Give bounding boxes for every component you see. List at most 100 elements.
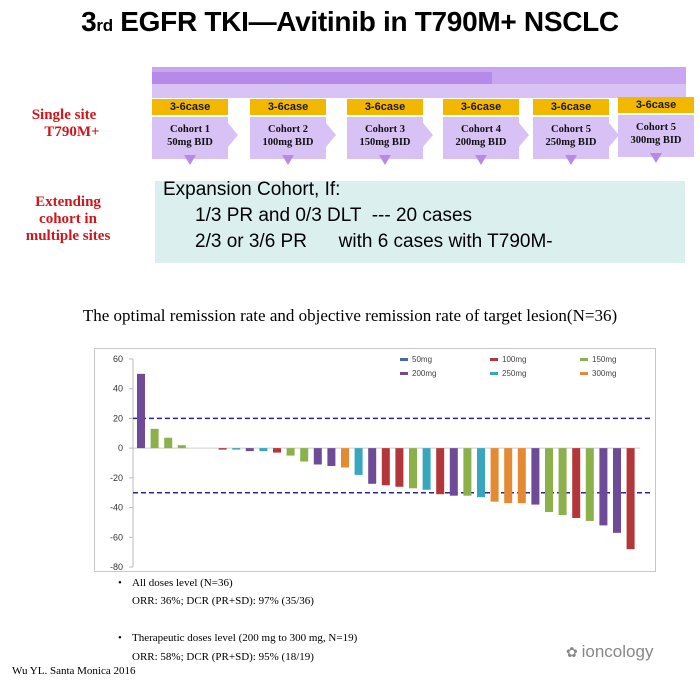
legend-swatch [580,372,588,375]
cohort-box: Cohort 5 300mg BID [618,115,694,157]
arrow-right-icon [228,123,238,147]
y-tick-label: 20 [113,413,123,423]
arrow-right-icon [423,123,433,147]
title-number: 3 [81,6,97,37]
single-site-label: Single site T790M+ [8,107,120,141]
cohort-band-highlight [152,72,492,84]
waterfall-bar [490,448,499,502]
waterfall-bar [177,445,186,449]
waterfall-bar [572,448,581,518]
chart-title: The optimal remission rate and objective… [82,306,618,325]
therapeutic-values: ORR: 58%; DCR (PR+SD): 95% (18/19) [132,651,314,663]
cohort-case-tag: 3-6case [443,99,519,115]
cohort-dose: 300mg BID [630,135,682,146]
y-tick-label: 60 [113,354,123,364]
waterfall-bar [259,448,268,452]
y-tick-label: -20 [110,473,123,483]
legend-label: 150mg [592,355,616,364]
waterfall-bar [599,448,608,526]
waterfall-bar [626,448,635,550]
y-tick-label: -40 [110,503,123,513]
waterfall-bar [504,448,513,504]
extending-cohort-label: Extending cohort in multiple sites [8,194,128,245]
legend-swatch [490,358,498,361]
single-site-line2: T790M+ [44,124,100,140]
cohort-dose: 100mg BID [262,137,314,148]
y-tick-label: -60 [110,532,123,542]
cohort-dose: 200mg BID [455,137,507,148]
cohort-box: Cohort 3 150mg BID [347,117,423,159]
cohort-name: Cohort 2 [268,124,308,135]
arrow-right-icon [519,123,529,147]
expansion-rule-1: 1/3 PR and 0/3 DLT --- 20 cases [195,205,473,226]
arrow-down-icon [650,153,662,163]
arrow-down-icon [184,155,196,165]
cohort-dose: 150mg BID [359,137,411,148]
waterfall-bar [381,448,390,486]
source-citation: Wu YL. Santa Monica 2016 [12,665,136,677]
waterfall-bar [517,448,526,504]
bullet-icon: • [118,577,122,589]
arrow-down-icon [282,155,294,165]
legend-label: 250mg [502,369,526,378]
legend-swatch [400,358,408,361]
waterfall-chart: 60 40 20 0 -20 -40 -60 -80 50mg 100mg 150mg 200mg 25… [94,348,656,572]
waterfall-bar [245,448,254,452]
waterfall-bar [232,448,241,450]
waterfall-bar [545,448,553,513]
cohort-case-tag: 3-6case [250,99,326,115]
watermark-text: ioncology [581,642,654,661]
title-ordinal: rd [96,16,113,35]
extending-line2: cohort in [39,211,97,227]
waterfall-bar [218,448,227,450]
waterfall-bar [477,448,485,498]
waterfall-bar [341,448,349,468]
legend-swatch [580,358,588,361]
waterfall-bar [368,448,377,484]
legend-label: 200mg [412,369,436,378]
waterfall-bar [273,448,281,453]
arrow-right-icon [609,123,619,147]
cohort-name: Cohort 3 [365,124,405,135]
legend-label: 300mg [592,369,616,378]
watermark: ✿ ioncology [566,642,653,662]
waterfall-bar [354,448,363,475]
cohort-case-tag: 3-6case [347,99,423,115]
waterfall-bar [137,373,145,449]
waterfall-bar [422,448,431,490]
cohort-dose: 50mg BID [167,137,213,148]
wechat-icon: ✿ [566,644,582,660]
waterfall-bar [313,448,322,465]
expansion-rule-2: 2/3 or 3/6 PR with 6 cases with T790M- [195,231,553,252]
arrow-right-icon [326,123,336,147]
cohort-name: Cohort 5 [636,122,676,133]
chart-svg: 60 40 20 0 -20 -40 -60 -80 50mg 100mg 150mg 200mg 25… [110,354,652,572]
cohort-box: Cohort 5 250mg BID [533,117,609,159]
waterfall-bar [449,448,458,496]
waterfall-bar [436,448,445,495]
title-text: EGFR TKI—Avitinib in T790M+ NSCLC [112,6,619,37]
waterfall-bar [531,448,540,505]
single-site-line1: Single site [31,107,97,123]
cohort-box: Cohort 2 100mg BID [250,117,326,159]
cohort-box: Cohort 4 200mg BID [443,117,519,159]
y-tick-label: -80 [110,562,123,571]
extending-line3: multiple sites [25,228,111,244]
waterfall-bar [585,448,594,521]
all-doses-values: ORR: 36%; DCR (PR+SD): 97% (35/36) [132,595,314,607]
legend-label: 50mg [412,355,432,364]
expansion-heading: Expansion Cohort, If: [163,179,341,200]
cohort-dose: 250mg BID [545,137,597,148]
cohort-name: Cohort 5 [551,124,591,135]
arrow-down-icon [475,155,487,165]
waterfall-bar [409,448,417,489]
waterfall-bar [395,448,404,487]
waterfall-bar [300,448,309,462]
cohort-name: Cohort 4 [461,124,501,135]
cohort-name: Cohort 1 [170,124,210,135]
page-title: 3rd EGFR TKI—Avitinib in T790M+ NSCLC [0,6,700,38]
cohort-case-tag: 3-6case [152,99,228,115]
cohort-box: Cohort 1 50mg BID [152,117,228,159]
legend-swatch [490,372,498,375]
waterfall-bar [150,428,159,449]
